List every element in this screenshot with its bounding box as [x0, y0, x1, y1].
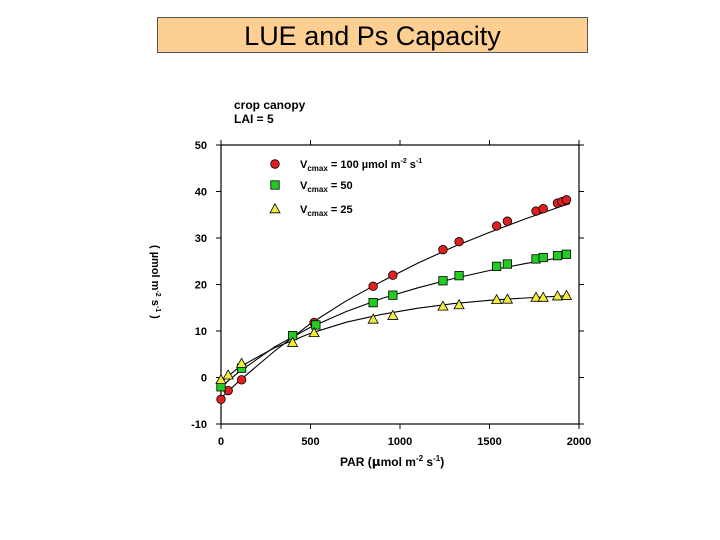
data-point-triangle [530, 291, 542, 302]
data-point-triangle [551, 290, 564, 301]
legend-label: Vcmax = 100 µmol m-2 s-1 [300, 158, 422, 173]
data-point-triangle [308, 326, 320, 338]
legend: Vcmax = 100 µmol m-2 s-1 Vcmax = 50 Vcmax … [269, 158, 422, 218]
data-point-square [552, 251, 563, 261]
data-point-circle [368, 281, 378, 292]
data-point-circle [438, 244, 448, 255]
x-tick-label: 0 [218, 436, 224, 448]
y-tick-label: 30 [195, 233, 207, 245]
data-point-triangle [437, 300, 449, 311]
annotation-line-2: LAI = 5 [234, 112, 274, 126]
data-point-triangle [367, 313, 379, 324]
data-point-circle [502, 216, 513, 226]
data-point-square [492, 261, 502, 271]
data-point-triangle [387, 309, 399, 320]
data-point-square [561, 249, 572, 259]
data-point-circle [538, 204, 548, 214]
slide-title: LUE and Ps Capacity [244, 21, 501, 51]
legend-label: Vcmax = 50 [300, 180, 353, 194]
y-axis-title: ( µmol m-2 s-1 ) [149, 245, 161, 319]
y-tick-label: 40 [195, 187, 207, 199]
x-tick-label: 500 [301, 436, 319, 448]
x-axis-label: PAR (µmol m-2 s-1) [340, 454, 444, 469]
data-point-circle [216, 394, 226, 405]
legend-marker-square [270, 180, 280, 190]
x-tick-label: 1000 [388, 436, 412, 448]
data-point-square [438, 276, 448, 286]
data-point-square [454, 271, 464, 281]
fit-curve-triangle [220, 295, 571, 383]
x-tick-label: 2000 [567, 436, 591, 448]
x-axis-title: PAR (µmol m-2 s-1) [340, 454, 444, 469]
annotation: crop canopy LAI = 5 [234, 98, 306, 126]
data-point-triangle [490, 293, 503, 305]
x-tick-label: 1500 [477, 436, 501, 448]
data-point-triangle [286, 336, 299, 347]
y-tick-label: 20 [195, 280, 207, 292]
legend-marker-circle [270, 159, 280, 169]
data-point-circle [454, 237, 464, 247]
data-point-square [502, 259, 513, 269]
data-point-circle [236, 375, 247, 385]
legend-marker-triangle [269, 202, 281, 214]
y-tick-label: -10 [191, 419, 207, 431]
data-point-square [311, 320, 321, 330]
data-point-triangle [537, 291, 549, 302]
data-point-triangle [235, 357, 248, 368]
data-points [215, 195, 573, 405]
data-point-circle [561, 195, 572, 205]
data-point-square [368, 298, 378, 308]
fit-curves [220, 203, 571, 399]
y-axis-label: ( µmol m-2 s-1 ) [149, 245, 161, 319]
data-point-circle [491, 221, 502, 231]
data-point-triangle [453, 298, 465, 310]
y-tick-label: 50 [195, 140, 207, 152]
data-point-square [388, 290, 398, 300]
data-point-triangle [501, 293, 514, 304]
data-point-triangle [222, 369, 234, 380]
y-tick-label: 10 [195, 326, 207, 338]
fit-curve-circle [220, 203, 571, 399]
legend-label: Vcmax = 25 [300, 204, 353, 218]
slide-title-box: LUE and Ps Capacity [157, 17, 588, 53]
y-tick-label: 0 [201, 373, 207, 385]
data-point-triangle [560, 289, 573, 300]
annotation-line-1: crop canopy [234, 98, 306, 112]
data-point-circle [388, 270, 398, 280]
data-point-square [538, 252, 548, 263]
